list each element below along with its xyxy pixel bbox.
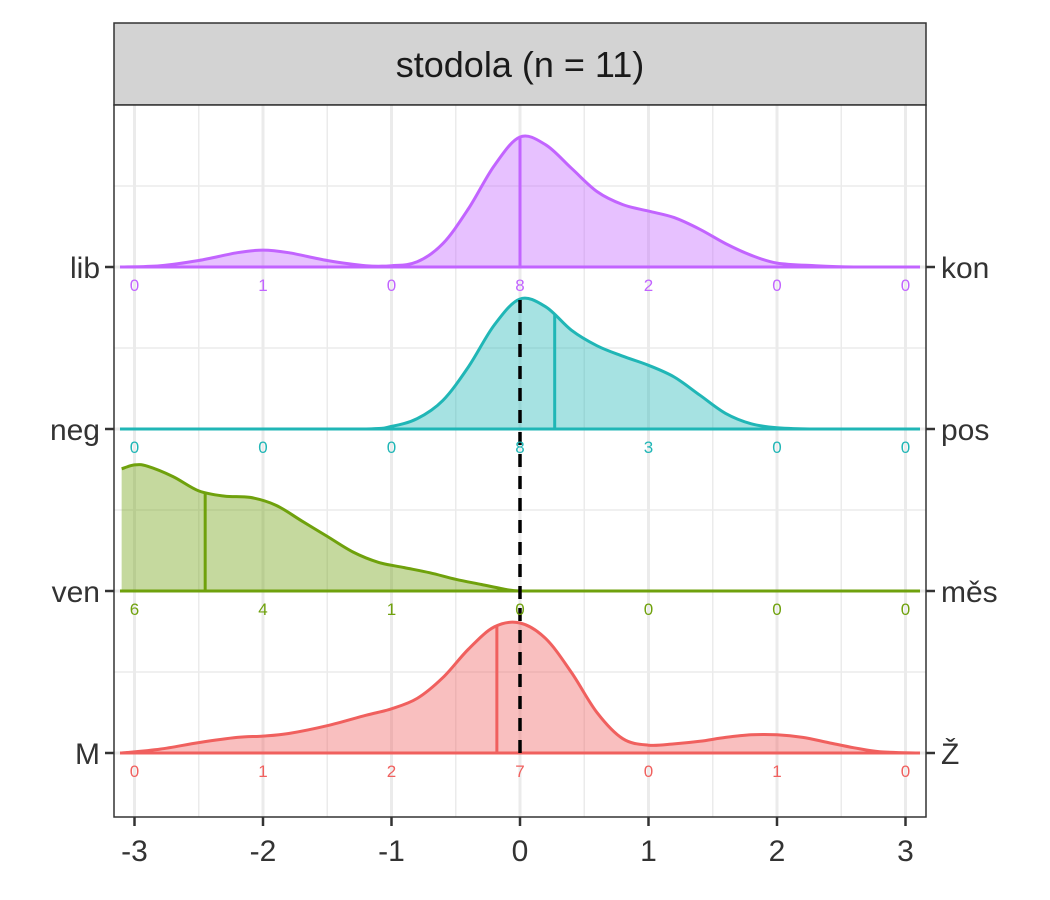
ridges — [120, 134, 920, 755]
ridge-area-ven — [121, 464, 919, 591]
count-label: 8 — [515, 276, 524, 295]
count-label: 0 — [258, 438, 267, 457]
count-label: 0 — [901, 438, 910, 457]
y-label-right: Ž — [941, 738, 959, 771]
count-label: 8 — [515, 438, 524, 457]
count-label: 0 — [772, 276, 781, 295]
x-tick-label: 1 — [640, 835, 657, 868]
panel-strip — [113, 22, 927, 106]
x-tick-label: -3 — [121, 835, 148, 868]
count-label: 0 — [901, 600, 910, 619]
count-label: 0 — [644, 600, 653, 619]
count-label: 0 — [772, 438, 781, 457]
count-label: 7 — [515, 762, 524, 781]
count-label: 0 — [387, 276, 396, 295]
y-label-right: měs — [941, 576, 998, 609]
x-tick-label: -2 — [250, 835, 277, 868]
count-label: 1 — [258, 276, 267, 295]
count-label: 0 — [130, 276, 139, 295]
y-label-right: pos — [941, 414, 989, 447]
y-label-left: M — [75, 738, 100, 771]
ridge-area-M — [121, 622, 919, 753]
x-tick-label: 2 — [769, 835, 786, 868]
y-label-right: kon — [941, 252, 989, 285]
count-label: 0 — [644, 762, 653, 781]
count-label: 2 — [387, 762, 396, 781]
count-label: 4 — [258, 600, 267, 619]
y-label-left: ven — [52, 576, 100, 609]
ridge-line-M — [121, 620, 919, 755]
axes: lib kon neg pos ven měs M Ž -3 -2 -1 0 1 2 3 — [50, 252, 998, 868]
x-tick-label: -1 — [378, 835, 405, 868]
panel-title: stodola (n = 11) — [396, 44, 644, 85]
count-label: 2 — [644, 276, 653, 295]
count-label: 0 — [515, 600, 524, 619]
count-label: 0 — [772, 600, 781, 619]
count-label: 0 — [901, 762, 910, 781]
count-label: 1 — [258, 762, 267, 781]
count-labels: 0 1 0 8 2 0 0 0 0 0 8 3 0 0 6 4 1 0 0 0 0 0 1 2 7 0 1 0 — [130, 276, 910, 781]
count-label: 0 — [387, 438, 396, 457]
count-label: 0 — [901, 276, 910, 295]
count-label: 3 — [644, 438, 653, 457]
count-label: 1 — [387, 600, 396, 619]
x-tick-label: 0 — [512, 835, 529, 868]
count-label: 0 — [130, 762, 139, 781]
ridge-line-neg — [121, 296, 919, 431]
ridge-line-lib — [121, 134, 919, 269]
count-label: 0 — [130, 438, 139, 457]
count-label: 1 — [772, 762, 781, 781]
count-label: 6 — [130, 600, 139, 619]
x-tick-label: 3 — [897, 835, 914, 868]
y-label-left: lib — [70, 252, 100, 285]
y-label-left: neg — [50, 414, 100, 447]
ridge-area-neg — [121, 298, 919, 429]
